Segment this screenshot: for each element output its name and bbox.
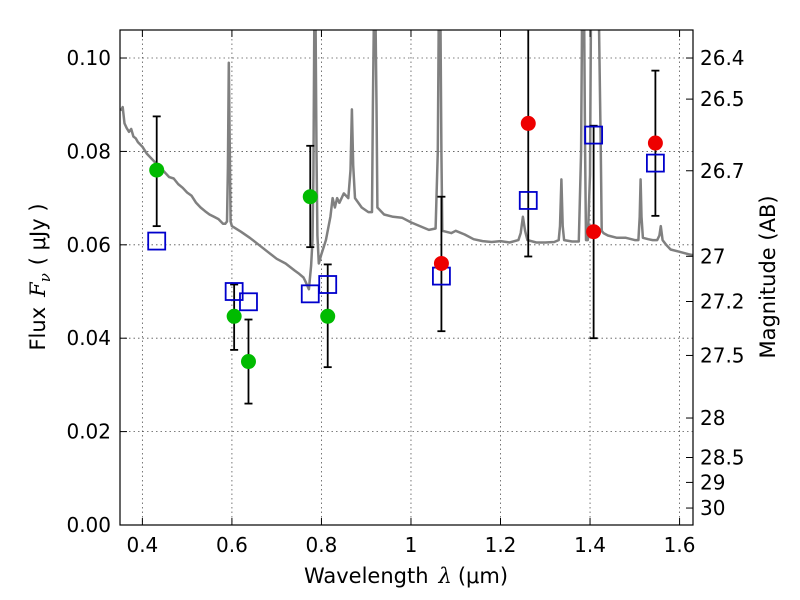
y2-tick-label: 28	[700, 406, 725, 430]
y2-tick-label: 26.5	[700, 87, 745, 111]
y2-tick-label: 27.2	[700, 289, 745, 313]
model-point-square-4	[318, 275, 338, 294]
model-point-square-6	[518, 191, 538, 210]
model-point-square-2	[239, 292, 258, 312]
red-point-2	[586, 224, 602, 240]
green-point-0	[149, 162, 165, 178]
red-point-0	[433, 255, 449, 271]
y-tick-label: 0.00	[66, 513, 111, 537]
model-point-square-0	[147, 231, 167, 251]
x-tick-label: 1.4	[574, 533, 606, 557]
green-point-3	[302, 189, 318, 205]
red-point-1	[520, 115, 536, 131]
y2-tick-label: 27.5	[700, 343, 745, 367]
x-tick-label: 0.6	[216, 533, 248, 557]
model-point-square-1	[224, 282, 244, 301]
y2-tick-label: 26.7	[700, 159, 745, 183]
y-axis-label: FluxFν( μJy )	[26, 203, 54, 350]
red-point-3	[647, 135, 663, 151]
green-point-4	[320, 308, 336, 324]
x-tick-label: 0.4	[126, 533, 158, 557]
x-tick-label: 1.2	[485, 533, 517, 557]
model-point-square-7	[584, 125, 604, 145]
green-point-2	[240, 354, 256, 370]
plot-area	[120, 30, 693, 405]
y2-tick-label: 26.4	[700, 46, 745, 70]
y2-axis-label: Magnitude (AB)	[756, 195, 780, 358]
x-axis-label: Wavelength λ (μm)	[304, 564, 508, 588]
x-tick-label: 1.6	[664, 533, 696, 557]
y-tick-label: 0.06	[66, 233, 111, 257]
x-tick-label: 0.8	[306, 533, 338, 557]
axis-ticks: 0.4 0.6 0.8 1 1.2 1.4 1.6 0.00 0.02 0.04 0.06 0.08 0…	[66, 30, 745, 557]
y2-tick-label: 30	[700, 496, 725, 520]
green-point-1	[226, 308, 242, 324]
y-tick-label: 0.08	[66, 139, 111, 163]
y2-tick-label: 28.5	[700, 446, 745, 470]
model-point-square-8	[645, 153, 665, 173]
y-tick-label: 0.10	[66, 46, 111, 70]
y-tick-label: 0.04	[66, 326, 111, 350]
plot-frame	[119, 29, 694, 526]
x-tick-label: 1	[405, 533, 418, 557]
y2-tick-label: 27	[700, 244, 725, 268]
y-tick-label: 0.02	[66, 420, 111, 444]
model-spectrum-line	[120, 30, 693, 291]
y2-tick-label: 29	[700, 470, 725, 494]
